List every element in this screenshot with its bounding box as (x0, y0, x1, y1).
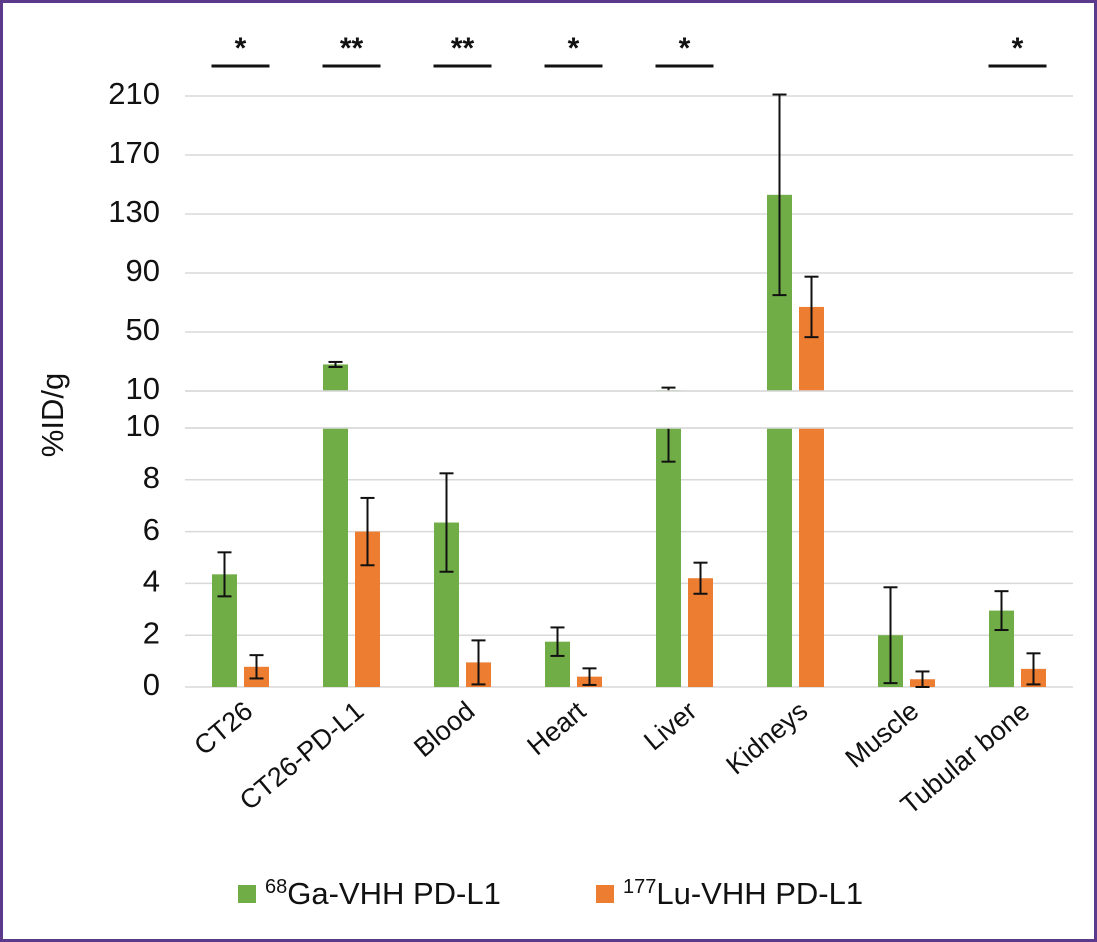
x-category-label: Kidneys (720, 696, 813, 781)
y-tick-label-lower: 6 (143, 512, 160, 547)
y-tick-label-upper: 90 (126, 253, 160, 288)
x-category-label: Heart (521, 695, 591, 761)
bar-segment-lower (799, 428, 824, 687)
legend-label-ga68: 68Ga-VHH PD-L1 (265, 876, 501, 911)
legend-swatch-lu177 (596, 885, 614, 903)
significance-label: ** (340, 32, 364, 65)
x-category-label: CT26-PD-L1 (234, 696, 369, 816)
bar-segment-lower (656, 428, 681, 687)
bar-segment-lower (767, 428, 792, 687)
significance-label: * (1012, 32, 1024, 65)
y-tick-label-upper: 170 (108, 135, 160, 170)
bar-segment-upper (323, 364, 348, 391)
significance-label: * (679, 32, 691, 65)
y-tick-label-lower: 8 (143, 460, 160, 495)
error-bars (185, 93, 1073, 688)
significance-label: ** (451, 32, 475, 65)
x-category-label: CT26 (188, 696, 258, 761)
y-tick-label-lower: 0 (143, 667, 160, 702)
bar (688, 578, 713, 687)
significance-markers: * ** ** * * * (211, 32, 1047, 68)
x-category-label: Muscle (840, 696, 925, 774)
y-tick-label-upper: 50 (126, 312, 160, 347)
legend-swatch-ga68 (238, 885, 256, 903)
y-axis-label: %ID/g (35, 373, 70, 457)
y-tick-label-lower: 2 (143, 615, 160, 650)
x-category-label: Blood (408, 696, 480, 763)
y-tick-label-upper: 210 (108, 76, 160, 111)
y-tick-label-upper: 10 (126, 371, 160, 406)
bar-segment-lower (323, 428, 348, 687)
legend: 68Ga-VHH PD-L1 177Lu-VHH PD-L1 (238, 876, 863, 911)
axis-break-gap (185, 393, 1073, 425)
y-tick-label-lower: 4 (143, 564, 160, 599)
significance-label: * (568, 32, 580, 65)
legend-label-lu177: 177Lu-VHH PD-L1 (623, 876, 863, 911)
significance-label: * (235, 32, 247, 65)
x-category-label: Liver (638, 696, 702, 757)
y-tick-label-upper: 130 (108, 194, 160, 229)
y-tick-label-lower: 10 (126, 408, 160, 443)
bars (212, 194, 1046, 687)
